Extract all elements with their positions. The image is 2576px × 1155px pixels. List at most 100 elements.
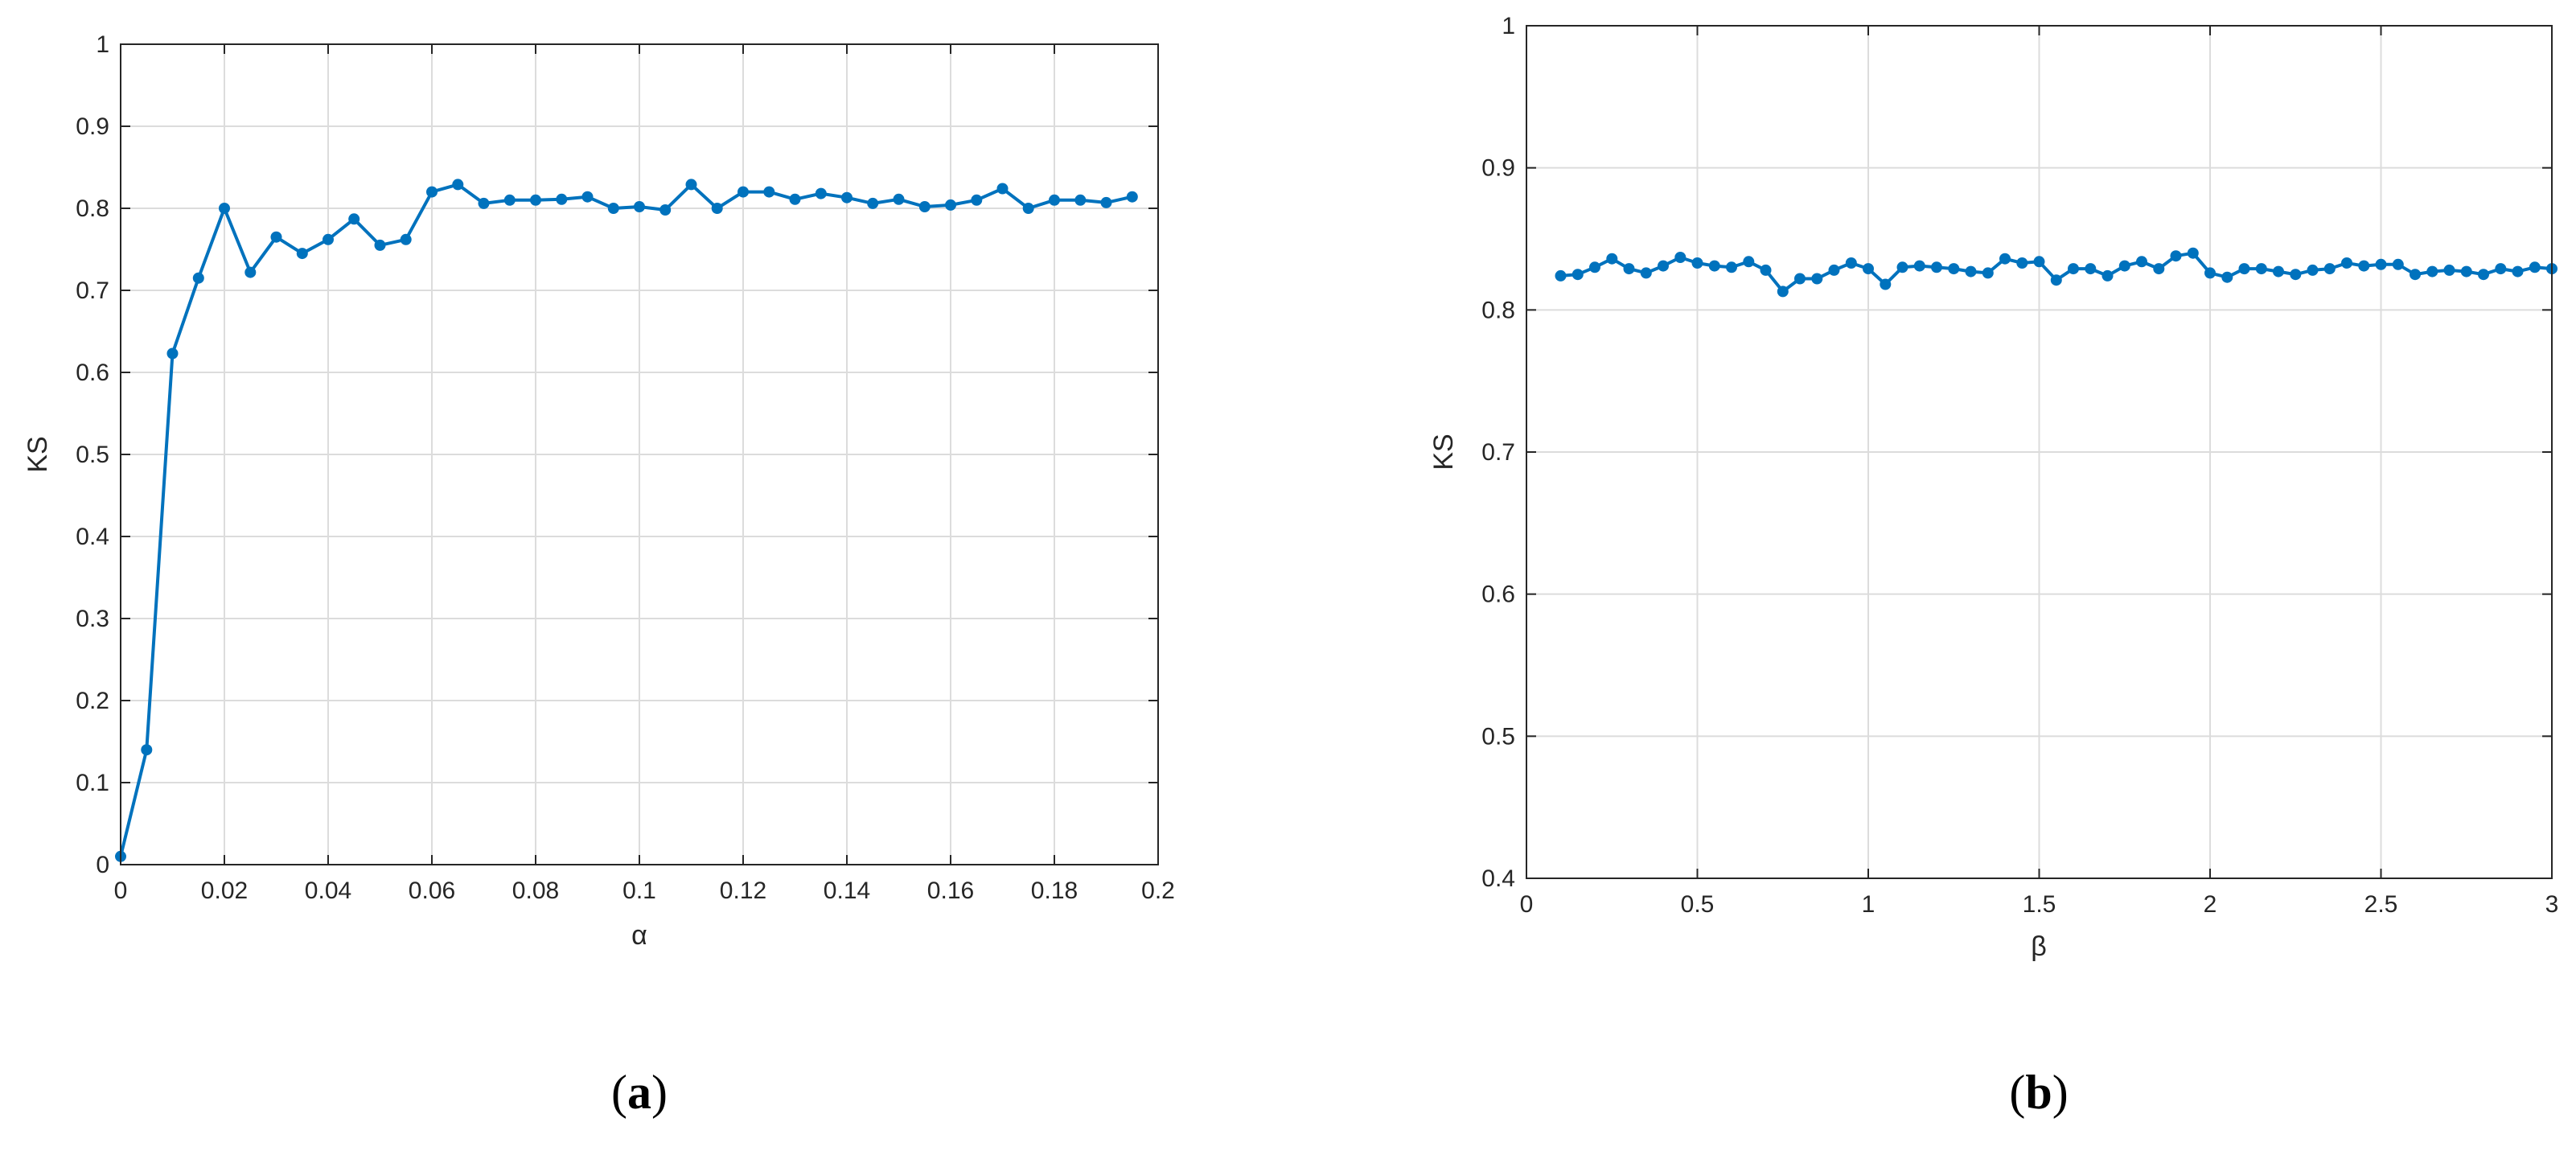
- chart-b-data-point: [1743, 256, 1755, 268]
- chart-a-data-point: [737, 186, 749, 198]
- chart-a-y-tick-label: 0: [96, 852, 109, 878]
- chart-a-data-point: [711, 203, 723, 214]
- chart-b-data-point: [2033, 256, 2045, 268]
- chart-a-data-point: [348, 213, 360, 225]
- chart-b-x-tick-label: 2: [2204, 891, 2217, 918]
- chart-a-data-point: [426, 186, 438, 198]
- chart-a-x-tick-label: 0.2: [1141, 878, 1175, 904]
- chart-b-data-point: [2495, 263, 2507, 275]
- chart-b-data-point: [2255, 263, 2267, 275]
- chart-a-data-point: [244, 266, 257, 278]
- chart-a-data-point: [659, 204, 672, 216]
- chart-b-data-point: [2273, 265, 2284, 277]
- chart-b-data-point: [1811, 273, 1823, 285]
- chart-a-data-point: [323, 233, 334, 245]
- chart-a-data-point: [634, 201, 645, 212]
- chart-b-data-point: [1726, 261, 1737, 273]
- chart-a-y-tick-label: 0.8: [76, 195, 109, 222]
- chart-a-y-tick-label: 0.7: [76, 277, 109, 304]
- chart-b-data-point: [2050, 274, 2062, 286]
- chart-a-data-point: [478, 197, 490, 209]
- chart-b-data-point: [2529, 261, 2541, 273]
- chart-b-y-tick-label: 0.7: [1481, 439, 1515, 466]
- chart-b-data-point: [2460, 265, 2472, 277]
- chart-a-y-tick-label: 0.4: [76, 524, 109, 550]
- chart-a-data-point: [166, 347, 179, 360]
- chart-b-data-point: [2204, 267, 2216, 279]
- chart-a-x-tick-label: 0.16: [927, 878, 974, 904]
- chart-a-data-point: [581, 191, 594, 203]
- chart-b-data-point: [1708, 260, 1720, 272]
- chart-b-data-point: [1658, 260, 1669, 272]
- chart-a-data-point: [270, 231, 282, 243]
- chart-a-data-point: [607, 203, 619, 214]
- chart-a-data-point: [530, 194, 541, 206]
- chart-b-data-point: [1623, 263, 1635, 275]
- chart-b-data-point: [2375, 258, 2387, 270]
- chart-b-data-point: [1896, 261, 1908, 273]
- chart-b-series: [1555, 247, 2558, 298]
- chart-b-data-point: [1845, 257, 1857, 269]
- chart-a-data-point: [918, 201, 931, 212]
- chart-b-y-tick-label: 0.4: [1481, 865, 1515, 892]
- chart-a-y-tick-labels: 0 0.1 0.2 0.3 0.4 0.5 0.6 0.7 0.8 0.9 1: [76, 31, 109, 878]
- chart-b-x-tick-labels: 0 0.5 1 1.5 2 2.5 3: [1520, 891, 2559, 918]
- chart-a-data-point: [219, 203, 230, 214]
- chart-b-data-point: [1589, 261, 1600, 273]
- chart-a-panel-caption: (a): [611, 1066, 668, 1119]
- chart-b-ticks: [1526, 25, 2553, 879]
- chart-b-panel-caption: (b): [2009, 1066, 2068, 1119]
- chart-b-data-point: [1999, 253, 2011, 265]
- chart-a-caption-close: ): [651, 1066, 668, 1119]
- chart-a-y-tick-label: 0.3: [76, 606, 109, 632]
- chart-b-y-tick-label: 0.8: [1481, 297, 1515, 323]
- chart-b-y-tick-labels: 0.4 0.5 0.6 0.7 0.8 0.9 1: [1481, 13, 1515, 892]
- chart-b-data-point: [2478, 269, 2489, 281]
- chart-b-caption-open: (: [2009, 1066, 2025, 1119]
- chart-a-y-tick-label: 0.6: [76, 360, 109, 386]
- chart-a-data-point: [374, 239, 386, 251]
- chart-b-x-tick-label: 1.5: [2023, 891, 2056, 918]
- chart-a-data-point: [945, 199, 956, 211]
- chart-a-x-tick-label: 0.14: [824, 878, 870, 904]
- chart-a-series: [115, 179, 1138, 862]
- chart-b-data-point: [2358, 260, 2370, 272]
- chart-a-x-tick-label: 0: [114, 878, 128, 904]
- chart-a-data-point: [815, 187, 827, 199]
- chart-b-data-point: [1931, 261, 1942, 273]
- chart-b-data-point: [2221, 271, 2233, 283]
- chart-b-data-point: [2341, 257, 2352, 269]
- chart-b-data-point: [1760, 264, 1772, 276]
- chart-a-x-tick-label: 0.02: [201, 878, 248, 904]
- chart-b-data-point: [1606, 253, 1618, 265]
- chart-b-data-point: [1794, 273, 1806, 285]
- chart-a-data-point: [763, 186, 775, 198]
- chart-b-data-point: [1555, 269, 1567, 282]
- chart-b-x-tick-label: 1: [1862, 891, 1876, 918]
- chart-b-data-point: [1982, 267, 1994, 279]
- chart-b-data-point: [1674, 252, 1687, 263]
- chart-b-data-point: [2187, 247, 2199, 259]
- chart-b-data-point: [2118, 260, 2130, 272]
- chart-a-x-tick-label: 0.04: [305, 878, 351, 904]
- chart-a-data-point: [296, 248, 308, 260]
- chart-a-x-tick-labels: 0 0.02 0.04 0.06 0.08 0.1 0.12 0.14 0.16 0.18 0.2: [114, 878, 1175, 904]
- chart-b-data-point: [2323, 263, 2336, 275]
- chart-a-data-point: [1100, 196, 1112, 208]
- chart-b-data-point: [2443, 264, 2455, 276]
- chart-b-y-tick-label: 0.6: [1481, 582, 1515, 608]
- chart-a-data-point: [996, 183, 1009, 195]
- chart-a-data-point: [789, 193, 801, 205]
- chart-a-x-axis-label: α: [631, 920, 647, 951]
- chart-b-x-tick-label: 0: [1520, 891, 1534, 918]
- chart-b-data-point: [2238, 263, 2250, 275]
- chart-b-data-point: [2307, 264, 2319, 276]
- chart-a-data-point: [141, 744, 153, 756]
- chart-a-x-tick-label: 0.1: [622, 878, 656, 904]
- chart-a-x-tick-label: 0.18: [1031, 878, 1078, 904]
- chart-a-data-point: [1126, 191, 1138, 203]
- chart-a-data-point: [685, 179, 697, 191]
- chart-b-data-point: [1640, 267, 1652, 279]
- chart-a-data-point: [867, 197, 879, 209]
- chart-b-data-point: [1863, 263, 1874, 275]
